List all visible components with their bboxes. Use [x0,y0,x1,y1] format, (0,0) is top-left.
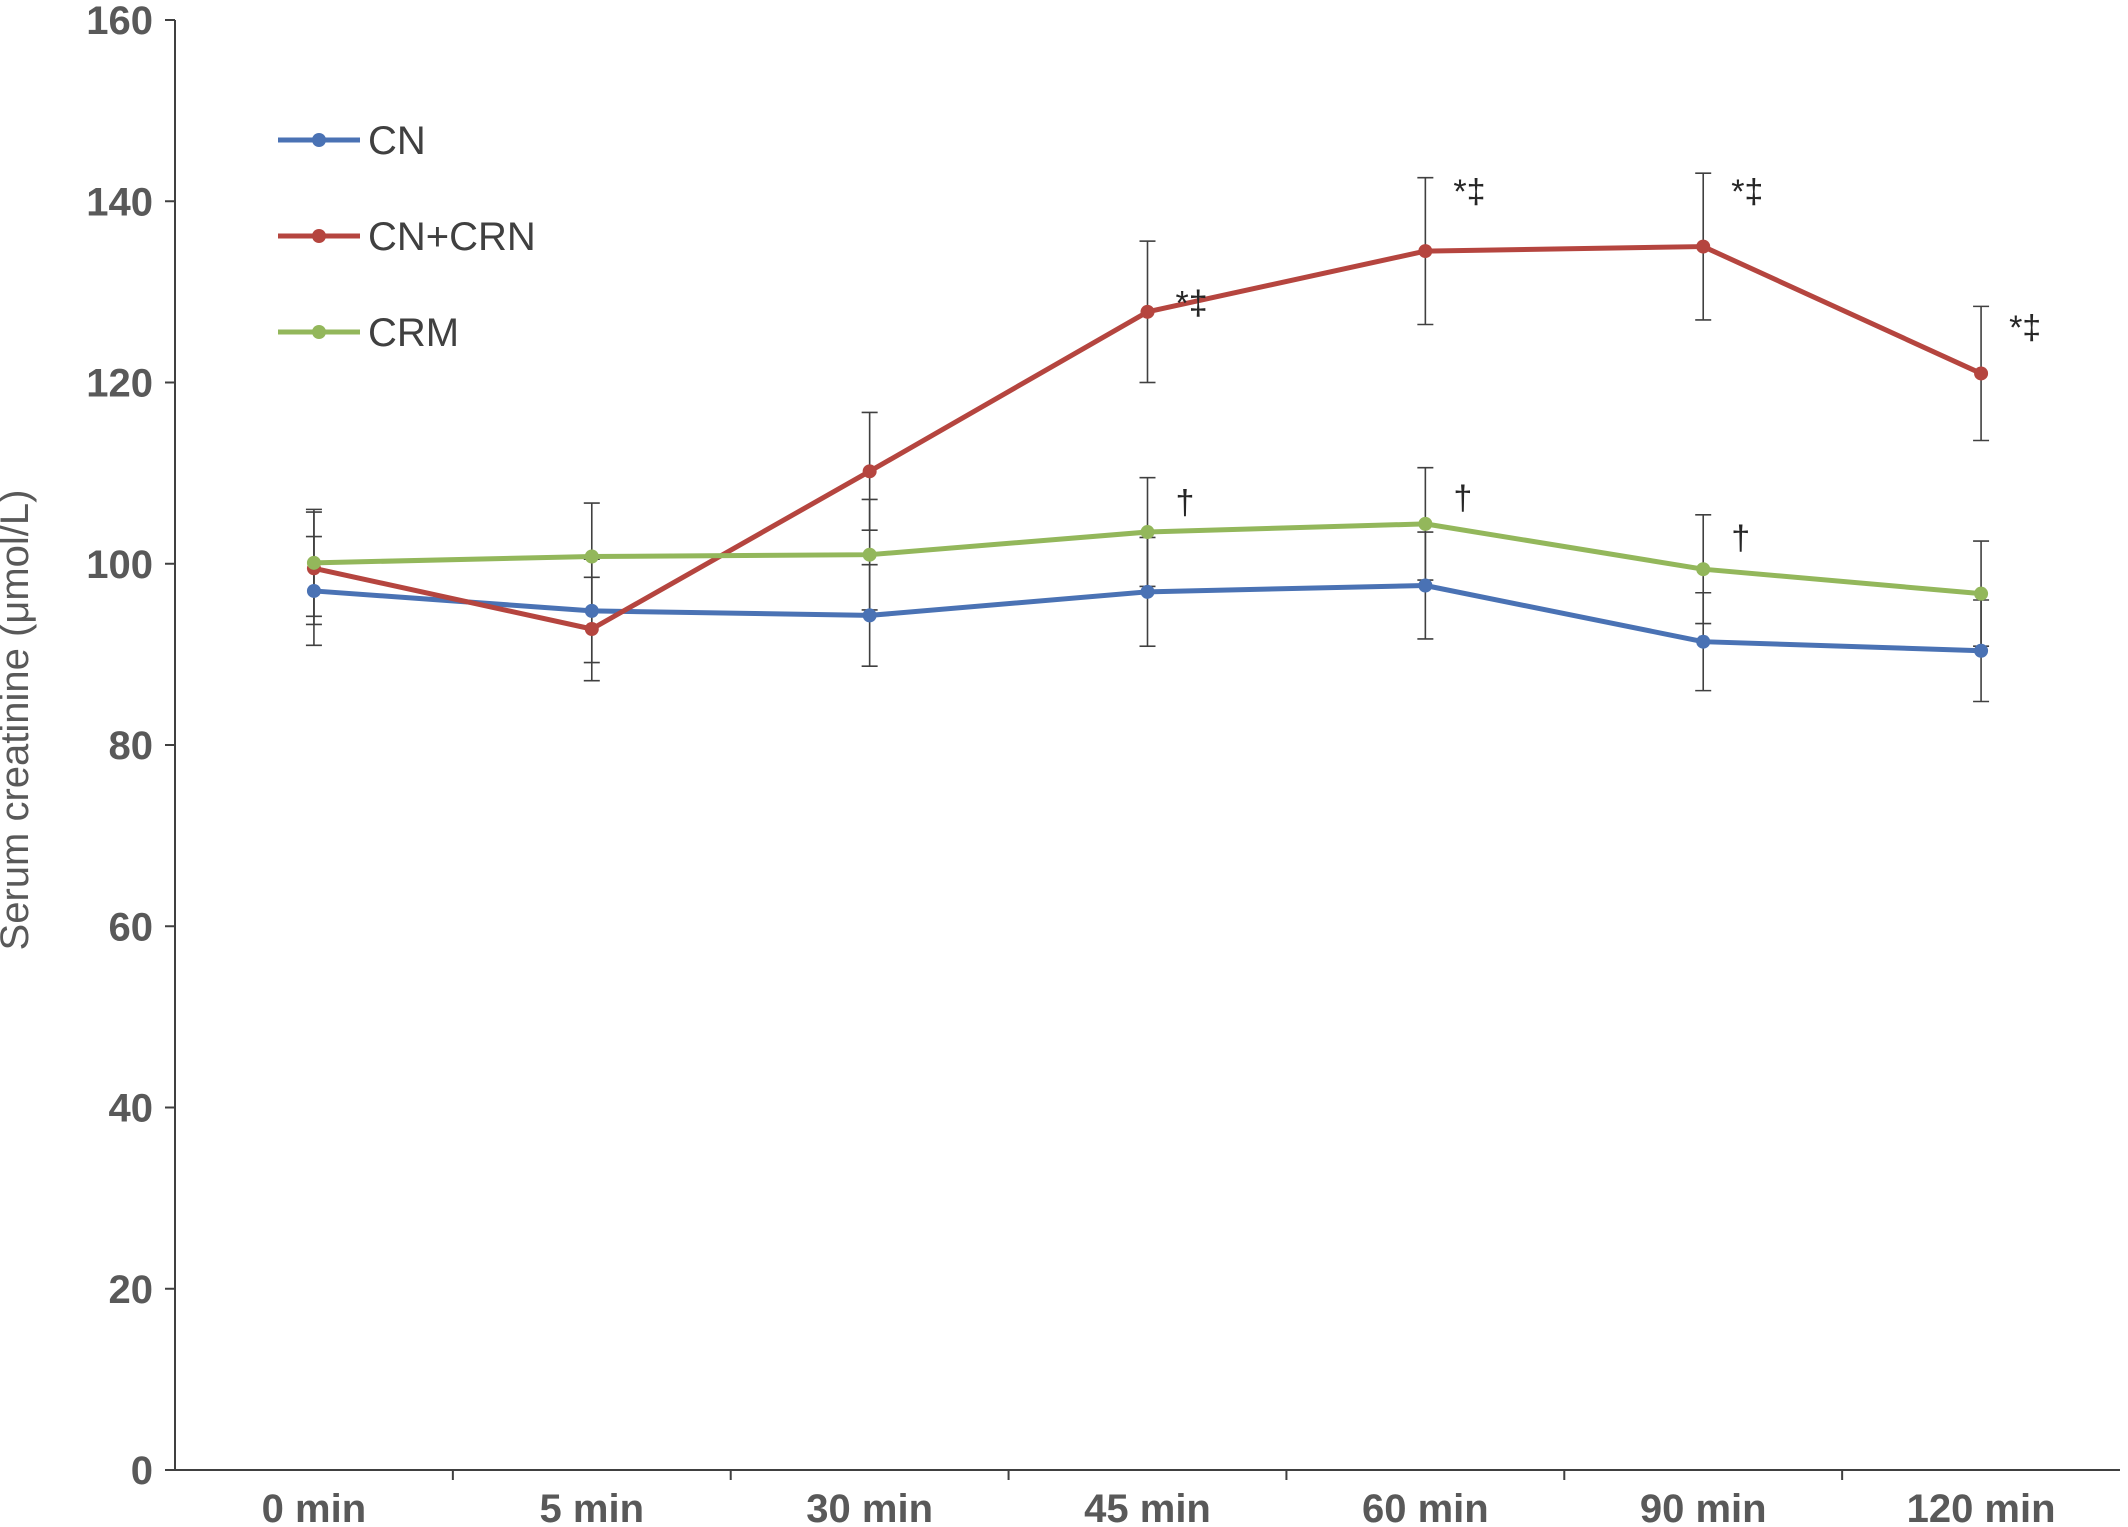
legend-label: CRM [368,311,459,355]
significance-mark: † [1731,519,1750,557]
y-tick-label: 140 [86,180,153,224]
legend-swatch-marker [312,229,326,243]
data-point [1974,366,1989,381]
data-point [1140,525,1155,540]
data-point [1974,643,1989,658]
y-tick-label: 160 [86,0,153,43]
data-point [862,608,877,623]
data-point [1140,584,1155,599]
x-tick-label: 5 min [540,1487,644,1527]
data-point [1418,244,1433,259]
significance-mark: *‡ [1731,173,1763,211]
y-axis-title: Serum creatinine (μmol/L) [0,490,37,951]
legend: CN CN+CRN CRM [278,119,536,355]
data-point [862,547,877,562]
legend-item: CRM [278,311,459,355]
y-axis: 0 20 40 60 80 100 120 140 160 [86,0,175,1493]
x-tick-label: 60 min [1362,1487,1489,1527]
y-tick-label: 60 [109,905,154,949]
y-tick-label: 40 [109,1087,154,1131]
data-point [584,549,599,564]
y-tick-label: 120 [86,362,153,406]
data-point [1696,239,1711,254]
x-tick-label: 0 min [262,1487,366,1527]
significance-mark: *‡ [1453,173,1485,211]
legend-label: CN [368,119,426,163]
x-tick-label: 30 min [806,1487,933,1527]
data-point [306,583,321,598]
data-point [584,603,599,618]
legend-label: CN+CRN [368,215,536,259]
data-point [1418,516,1433,531]
y-tick-label: 0 [131,1449,153,1493]
y-tick-label: 80 [109,724,154,768]
legend-item: CN+CRN [278,215,536,259]
x-tick-label: 120 min [1907,1487,2056,1527]
data-point [306,555,321,570]
data-point [1974,586,1989,601]
significance-mark: † [1453,479,1472,517]
data-point [1696,634,1711,649]
significance-annotations: *‡ *‡ *‡ *‡ † † † [1176,173,2042,557]
legend-item: CN [278,119,426,163]
y-tick-label: 100 [86,543,153,587]
y-tick-label: 20 [109,1268,154,1312]
significance-mark: *‡ [1176,285,1208,323]
x-tick-label: 45 min [1084,1487,1211,1527]
significance-mark: † [1176,484,1195,522]
legend-swatch-marker [312,325,326,339]
legend-swatch-marker [312,133,326,147]
data-point [862,464,877,479]
x-tick-label: 90 min [1640,1487,1767,1527]
data-point [1140,304,1155,319]
series-points [306,239,1989,658]
x-axis: 0 min 5 min 30 min 45 min 60 min 90 min 120 mi… [262,1470,2056,1527]
data-point [584,622,599,636]
significance-mark: *‡ [2009,309,2041,347]
data-point [1696,562,1711,577]
data-point [1418,578,1433,593]
